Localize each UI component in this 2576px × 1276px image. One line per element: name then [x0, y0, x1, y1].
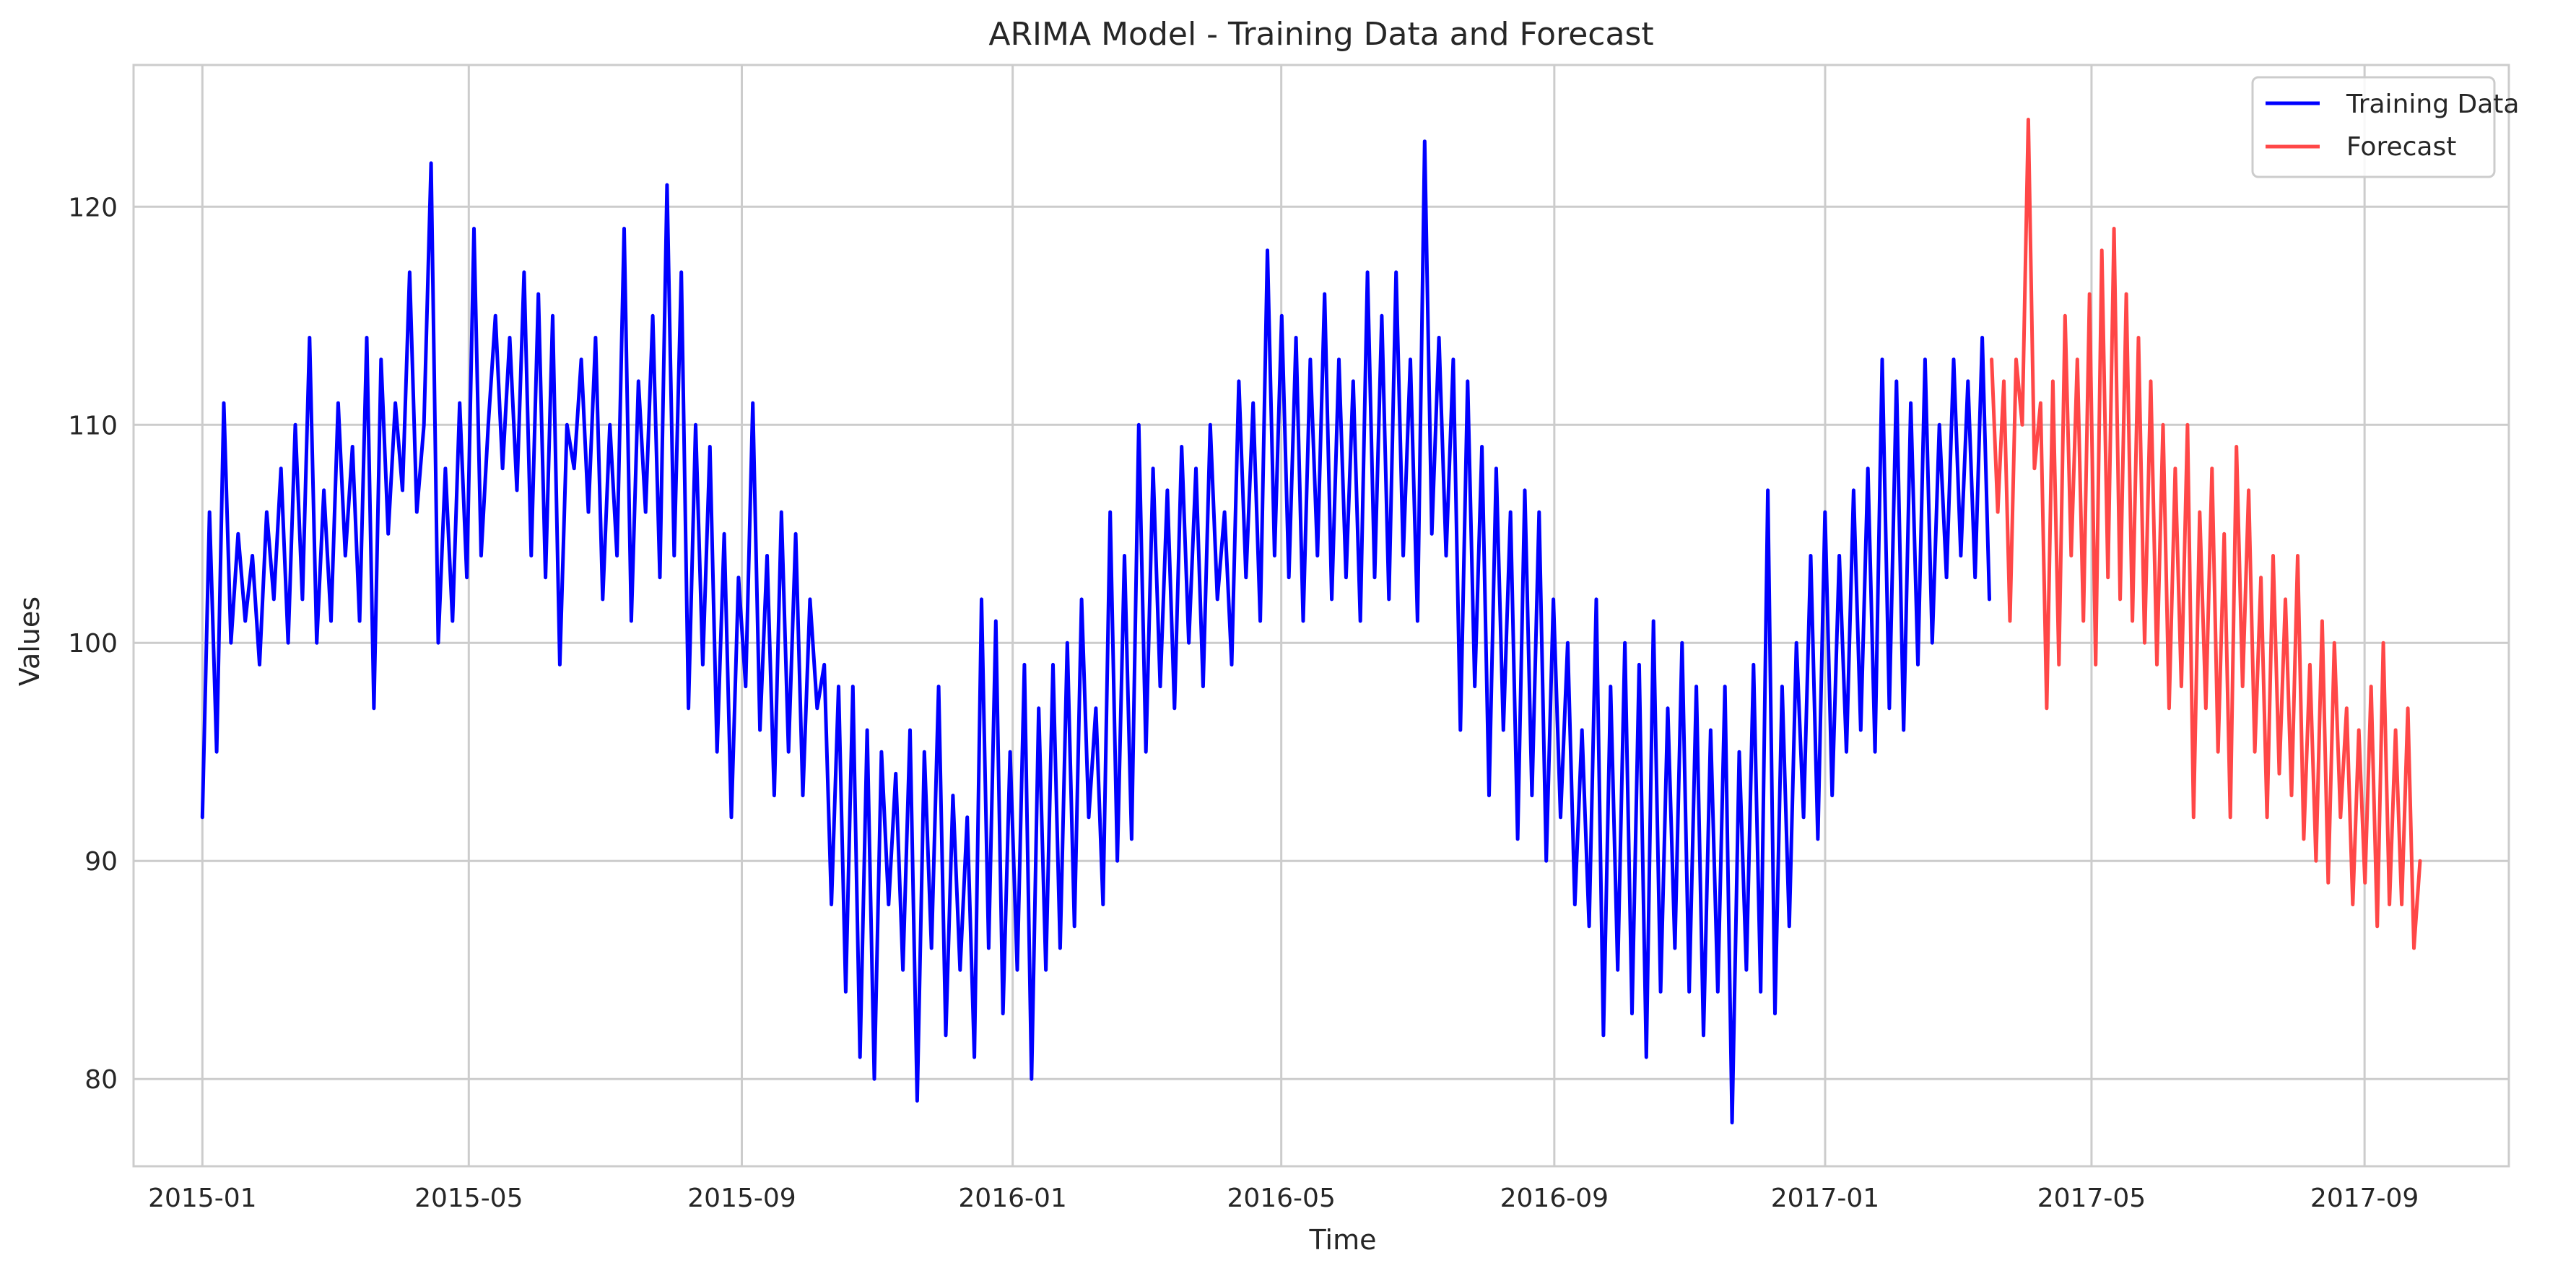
series-line-forecast: [1990, 118, 2422, 950]
y-tick-label: 80: [84, 1065, 118, 1095]
x-tick-label: 2017-01: [1771, 1184, 1879, 1213]
y-axis-label: Values: [14, 596, 45, 686]
x-tick-label: 2015-05: [414, 1184, 523, 1213]
x-tick-label: 2016-05: [1227, 1184, 1335, 1213]
y-tick-label: 110: [68, 411, 118, 440]
y-tick-label: 120: [68, 193, 118, 222]
legend-label-training-data: Training Data: [2346, 90, 2519, 119]
x-tick-label: 2016-01: [958, 1184, 1066, 1213]
series-lines: [200, 118, 2422, 1125]
x-tick-label: 2017-05: [2037, 1184, 2146, 1213]
plot-frame: [132, 64, 2510, 1168]
chart-title: ARIMA Model - Training Data and Forecast: [988, 16, 1653, 53]
x-tick-label: 2017-09: [2310, 1184, 2419, 1213]
x-tick-label: 2015-01: [148, 1184, 256, 1213]
x-tick-label: 2015-09: [687, 1184, 796, 1213]
x-tick-label: 2016-09: [1500, 1184, 1609, 1213]
tick-labels: 80 90 100 110 120 2015-01 2015-05 2015-09 2016-0…: [68, 193, 2419, 1213]
x-axis-label: Time: [1309, 1224, 1377, 1256]
y-tick-label: 100: [68, 629, 118, 659]
series-line-training-data: [200, 139, 1991, 1125]
y-tick-label: 90: [84, 847, 118, 877]
legend-label-forecast: Forecast: [2346, 132, 2456, 162]
legend: Training Data Forecast: [2251, 76, 2519, 178]
